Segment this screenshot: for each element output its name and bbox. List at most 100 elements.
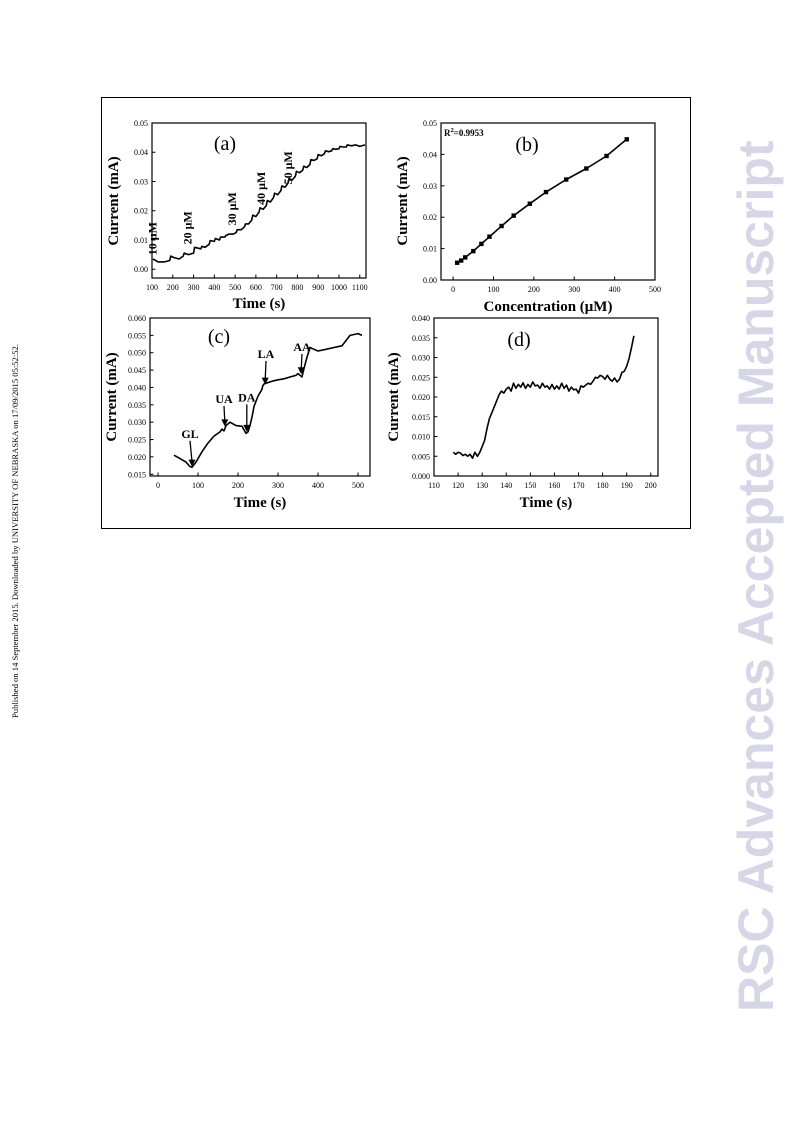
x-tick-label: 100: [192, 481, 204, 490]
annotation-arrow: [264, 360, 267, 380]
x-tick-label: 150: [524, 481, 536, 490]
y-tick-label: 0.04: [134, 148, 148, 157]
x-tick-label: 1100: [352, 283, 368, 292]
y-tick-label: 0.015: [128, 470, 146, 479]
series-line: [152, 144, 366, 263]
y-tick-label: 0.000: [412, 472, 430, 481]
data-point: [479, 241, 484, 247]
y-tick-label: 0.060: [128, 314, 146, 323]
r-squared-symbol: R: [444, 128, 451, 138]
annotation-arrowhead: [297, 367, 305, 375]
data-point: [543, 189, 549, 195]
plot-area-frame: [149, 317, 371, 477]
y-tick-label: 0.045: [128, 366, 146, 375]
annotation-arrow: [189, 440, 193, 462]
annotation-arrowhead: [243, 424, 251, 432]
annotation-label: GL: [181, 427, 198, 441]
x-tick-label: 400: [312, 481, 324, 490]
x-tick-label: 130: [476, 481, 488, 490]
annotation-label: 50 μM: [281, 151, 295, 184]
chart-panel-b: 0 100 200 300 400 500 0.00 0.01 0.02 0.03 0.04 0.05…: [395, 119, 661, 315]
x-tick-label: 500: [352, 481, 364, 490]
panel-label: (b): [515, 134, 538, 156]
y-tick-label: 0.030: [412, 354, 430, 363]
plot-area-frame: [433, 317, 659, 477]
chart-panel-c: 0 100 200 300 400 500 0.015 0.020 0.025 0.030 0.03…: [104, 314, 371, 511]
annotation-label: DA: [238, 390, 256, 404]
data-point: [458, 258, 464, 263]
y-axis-label: Current (mA): [106, 156, 122, 245]
x-tick-label: 120: [452, 481, 464, 490]
panel-label: (d): [507, 329, 530, 351]
annotation-label: 40 μM: [254, 172, 268, 205]
data-point: [563, 177, 569, 182]
data-point: [463, 255, 468, 260]
annotation-arrow: [223, 406, 226, 422]
y-tick-label: 0.035: [128, 401, 146, 410]
x-tick-label: 180: [597, 481, 609, 490]
data-point: [487, 234, 492, 239]
x-tick-label: 300: [568, 285, 580, 294]
x-tick-label: 0: [156, 481, 160, 490]
data-point: [454, 260, 460, 265]
y-tick-label: 0.04: [423, 150, 437, 159]
y-tick-label: 0.00: [134, 265, 148, 274]
y-tick-label: 0.010: [412, 433, 430, 442]
panel-label: (c): [208, 326, 230, 348]
data-point: [584, 166, 589, 171]
y-tick-label: 0.025: [412, 373, 430, 382]
x-tick-label: 200: [645, 481, 657, 490]
annotation-label: 20 μM: [181, 211, 195, 244]
data-point: [624, 137, 629, 142]
plot-area-frame: [440, 122, 656, 281]
x-tick-label: 400: [609, 285, 621, 294]
y-tick-label: 0.02: [134, 207, 148, 216]
x-axis-label: Time (s): [234, 495, 287, 511]
panel-label: (a): [214, 133, 236, 155]
x-axis-label: Time (s): [233, 296, 286, 312]
y-tick-label: 0.005: [412, 452, 430, 461]
x-tick-label: 800: [291, 283, 303, 292]
r-squared-exponent: 2: [451, 127, 454, 134]
y-axis-label: Current (mA): [104, 352, 120, 441]
data-point: [511, 213, 516, 218]
x-tick-label: 500: [229, 283, 241, 292]
y-tick-label: 0.025: [128, 436, 146, 445]
y-tick-label: 0.035: [412, 334, 430, 343]
y-tick-label: 0.00: [423, 276, 437, 285]
y-tick-label: 0.040: [128, 383, 146, 392]
annotation-arrowhead: [221, 419, 229, 427]
data-point: [499, 223, 504, 229]
data-point: [604, 153, 609, 159]
y-tick-label: 0.015: [412, 413, 430, 422]
x-tick-label: 100: [487, 285, 499, 294]
x-tick-label: 170: [573, 481, 585, 490]
x-tick-label: 160: [548, 481, 560, 490]
annotation-label: AA: [293, 340, 311, 354]
r-squared-label: R2=0.9953: [444, 127, 484, 138]
x-tick-label: 0: [451, 285, 455, 294]
chart-panel-d: 110 120 130 140 150 160 170 180 190 200 0.000 0.005…: [386, 314, 659, 511]
x-tick-label: 500: [649, 285, 661, 294]
x-axis-label: Concentration (μM): [484, 299, 613, 315]
y-tick-label: 0.01: [134, 236, 148, 245]
x-tick-label: 100: [146, 283, 158, 292]
y-tick-label: 0.03: [134, 177, 148, 186]
x-tick-label: 300: [272, 481, 284, 490]
x-tick-label: 200: [232, 481, 244, 490]
y-tick-label: 0.050: [128, 349, 146, 358]
series-line: [452, 335, 635, 460]
y-tick-label: 0.05: [423, 119, 437, 128]
data-point: [471, 248, 476, 254]
y-tick-label: 0.02: [423, 213, 437, 222]
y-tick-label: 0.020: [412, 393, 430, 402]
x-tick-label: 700: [271, 283, 283, 292]
annotation-label: 10 μM: [146, 222, 160, 255]
x-tick-label: 1000: [331, 283, 347, 292]
annotation-label: LA: [258, 347, 275, 361]
figure-frame: [101, 97, 691, 529]
y-axis-label: Current (mA): [395, 156, 411, 245]
y-tick-label: 0.01: [423, 245, 437, 254]
y-tick-label: 0.030: [128, 418, 146, 427]
